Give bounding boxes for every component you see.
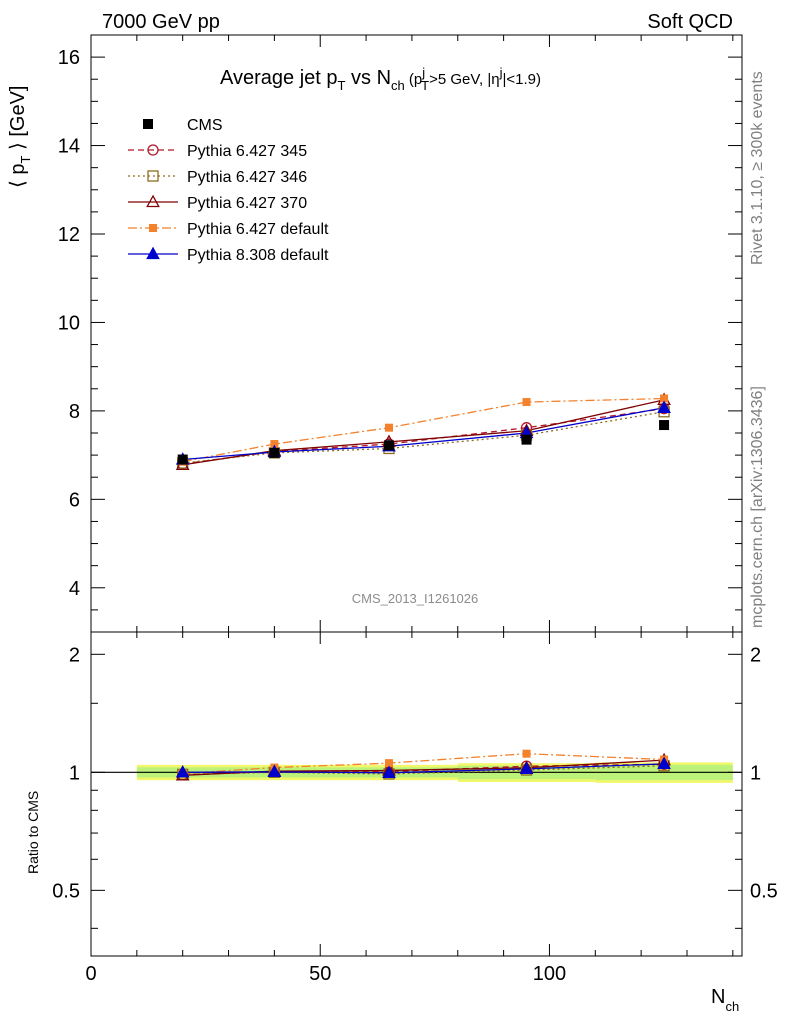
y-tick-label: 4 — [69, 578, 80, 600]
main-y-axis-label: ⟨ pT ⟩ [GeV] — [7, 86, 33, 189]
header-energy-label: 7000 GeV pp — [102, 11, 220, 33]
legend-item: Pythia 6.427 346 — [128, 169, 307, 186]
title-cut-open: (p — [405, 71, 423, 88]
ratio-tick-label: 1 — [69, 762, 80, 784]
y-label-subscript: T — [18, 156, 33, 164]
ratio-y-axis-label: Ratio to CMS — [25, 791, 41, 874]
title-cut-pt-val: >5 GeV, |η — [429, 71, 499, 88]
y-tick-label: 8 — [69, 401, 80, 423]
title-cut-eta-sup: j — [499, 65, 503, 80]
legend-label: Pythia 6.427 346 — [187, 169, 307, 186]
title-vs: vs N — [345, 67, 391, 89]
ratio-tick-label-right: 2 — [750, 644, 761, 666]
x-tick-label: 50 — [309, 963, 331, 985]
data-point-marker — [267, 764, 282, 777]
data-point-marker — [382, 765, 396, 778]
data-point-marker — [384, 759, 393, 768]
legend-label: Pythia 8.308 default — [187, 247, 329, 264]
x-tick-label: 0 — [85, 963, 96, 985]
legend-item: Pythia 6.427 default — [128, 221, 329, 238]
y-tick-label: 12 — [58, 224, 80, 246]
title-vs-sub: ch — [391, 78, 405, 93]
data-point-marker — [522, 398, 531, 407]
legend-label: Pythia 6.427 default — [187, 221, 329, 238]
data-point-marker — [175, 764, 190, 778]
legend-item: Pythia 8.308 default — [128, 246, 329, 264]
x-label-subscript: ch — [725, 999, 739, 1014]
series-line — [182, 399, 665, 466]
cms-data-point — [383, 440, 394, 451]
cms-data-point — [521, 434, 532, 445]
y-tick-label: 14 — [58, 136, 80, 158]
legend: CMS Pythia 6.427 345 Pythia 6.427 346 Pythi… — [128, 117, 329, 264]
ratio-tick-label: 0.5 — [52, 880, 80, 902]
data-point-marker — [146, 194, 160, 208]
data-point-marker — [147, 170, 159, 182]
legend-label: CMS — [187, 117, 223, 134]
cms-data-point — [269, 447, 280, 458]
legend-label: Pythia 6.427 370 — [187, 195, 307, 212]
series-layer — [175, 392, 671, 781]
y-label-suffix: ⟩ [GeV] — [7, 86, 29, 156]
title-main-sub: T — [338, 78, 346, 93]
legend-marker-cms — [143, 119, 153, 129]
data-point-marker — [657, 400, 671, 413]
legend-item: CMS — [143, 117, 223, 134]
series-line — [182, 408, 665, 465]
legend-item: Pythia 6.427 345 — [128, 143, 307, 160]
title-cut-pt-sup: j — [421, 65, 425, 80]
rivet-version-label: Rivet 3.1.10, ≥ 300k events — [749, 71, 766, 265]
data-point-marker — [657, 756, 671, 770]
title-cut-eta-val: |<1.9) — [502, 71, 541, 88]
data-point-marker — [384, 423, 393, 432]
header-category-label: Soft QCD — [647, 11, 733, 33]
ratio-tick-label: 2 — [69, 644, 80, 666]
ratio-tick-label-right: 0.5 — [750, 880, 778, 902]
data-point-marker — [522, 749, 531, 758]
data-point-marker — [149, 224, 157, 232]
data-point-marker — [147, 144, 159, 156]
data-point-marker — [146, 246, 160, 260]
y-tick-label: 10 — [58, 312, 80, 334]
data-point-marker — [519, 761, 534, 775]
series-line — [182, 411, 665, 464]
x-axis-label: Nch — [711, 986, 739, 1014]
chart-title: Average jet pT vs Nch (pj T>5 GeV, |ηj|<1… — [220, 65, 541, 93]
analysis-id-label: CMS_2013_I1261026 — [352, 591, 479, 606]
data-point-marker — [270, 440, 279, 449]
cms-data-point — [659, 420, 670, 431]
data-point-marker — [660, 394, 669, 403]
x-tick-label: 100 — [533, 963, 566, 985]
title-main: Average jet p — [220, 67, 338, 89]
ratio-tick-label-right: 1 — [750, 762, 761, 784]
legend-item: Pythia 6.427 370 — [128, 194, 307, 212]
y-tick-label: 6 — [69, 489, 80, 511]
y-label-prefix: ⟨ p — [7, 164, 29, 188]
legend-label: Pythia 6.427 345 — [187, 143, 307, 160]
series-line — [182, 397, 665, 463]
x-label-main: N — [711, 986, 725, 1008]
cms-data-point — [177, 454, 188, 465]
title-cut-pt-sub: T — [421, 78, 429, 93]
mcplots-source-label: mcplots.cern.ch [arXiv:1306.3436] — [749, 386, 766, 628]
y-tick-label: 16 — [58, 47, 80, 69]
ratio-plot-frame — [90, 631, 743, 957]
